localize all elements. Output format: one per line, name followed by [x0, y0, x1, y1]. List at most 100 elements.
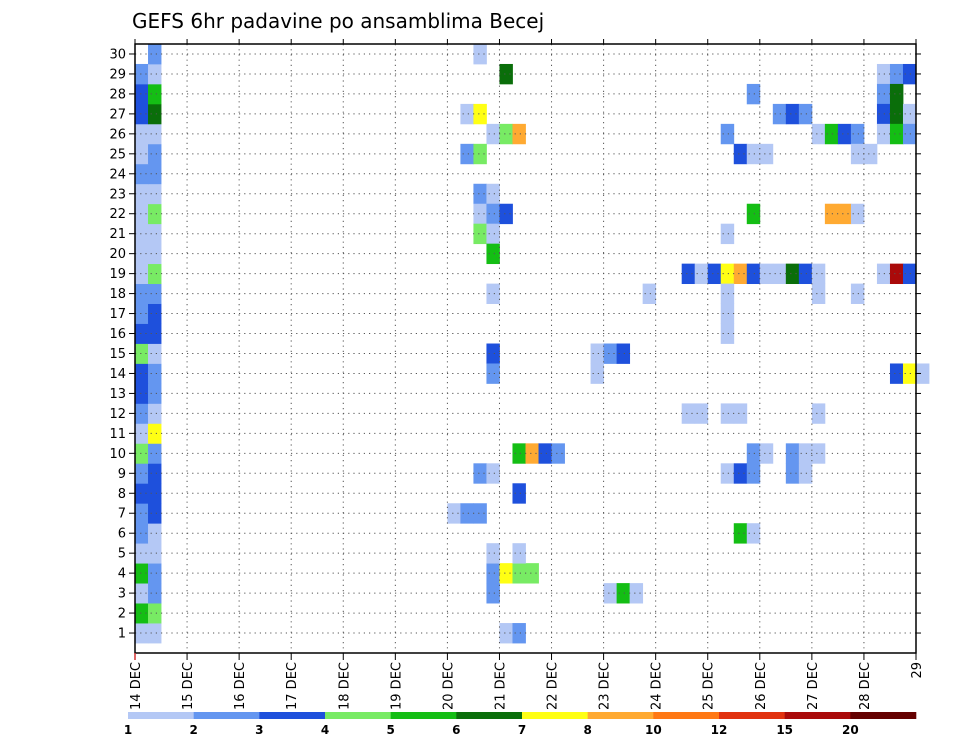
heatmap-cell [135, 543, 149, 564]
heatmap-cell [135, 443, 149, 464]
y-tick-label: 7 [118, 507, 126, 522]
heatmap-cell [135, 343, 149, 364]
heatmap-cell [148, 463, 162, 484]
y-tick-label: 26 [109, 127, 126, 142]
heatmap-cell [889, 263, 904, 285]
colorbar-swatch [128, 712, 194, 719]
y-tick-label: 30 [109, 47, 126, 62]
x-tick-label: 29 [910, 662, 925, 679]
heatmap-cell [148, 383, 162, 404]
heatmap-cell [148, 403, 162, 424]
heatmap-cell [876, 123, 891, 145]
y-tick-label: 27 [109, 107, 126, 122]
heatmap-cell [148, 263, 162, 285]
heatmap-cell [148, 83, 162, 105]
y-tick-label: 8 [118, 487, 126, 502]
y-tick-label: 12 [109, 407, 126, 422]
heatmap-cell [512, 123, 526, 145]
colorbar-swatch [390, 712, 457, 719]
heatmap-cell [473, 44, 487, 65]
heatmap-cell [876, 263, 891, 285]
heatmap-cell [486, 343, 500, 364]
x-tick-label: 28 DEC [858, 662, 873, 710]
heatmap-cell [538, 443, 552, 464]
heatmap-cell [135, 143, 149, 165]
heatmap-cell [135, 503, 149, 524]
heatmap-cell [135, 63, 149, 85]
heatmap-cell [486, 123, 500, 145]
heatmap-cell [720, 323, 735, 344]
heatmap-cell [512, 543, 526, 564]
heatmap-cell [525, 563, 539, 584]
heatmap-cell [486, 183, 500, 205]
y-tick-label: 10 [109, 447, 126, 462]
y-tick-label: 28 [109, 87, 126, 102]
y-tick-label: 9 [118, 467, 126, 482]
heatmap-cell [889, 123, 904, 145]
heatmap-cell [551, 443, 565, 464]
y-tick-label: 6 [118, 527, 126, 542]
x-tick-label: 15 DEC [181, 662, 196, 710]
heatmap-cell [798, 263, 813, 285]
colorbar-swatch [850, 712, 917, 719]
heatmap-cell [148, 323, 162, 344]
heatmap-cell [746, 203, 761, 225]
heatmap-cell [902, 103, 917, 125]
heatmap-cell [863, 143, 878, 165]
heatmap-cell [590, 343, 604, 364]
y-tick-label: 1 [118, 627, 126, 642]
x-tick-label: 25 DEC [702, 662, 717, 710]
heatmap-cell [148, 103, 162, 125]
heatmap-cell [135, 223, 149, 245]
colorbar-label: 8 [583, 723, 591, 737]
heatmap-cell [720, 463, 735, 484]
heatmap-cell [148, 363, 162, 384]
colorbar-swatch [522, 712, 588, 719]
y-tick-label: 20 [109, 247, 126, 262]
heatmap-cell [148, 343, 162, 364]
x-tick-label: 16 DEC [233, 662, 248, 710]
heatmap-cell [135, 463, 149, 484]
y-tick-label: 5 [118, 547, 126, 562]
heatmap-cell [824, 123, 839, 145]
x-tick-label: 20 DEC [441, 662, 456, 710]
heatmap-cell [811, 403, 826, 424]
heatmap-cell [681, 403, 696, 424]
heatmap-cell [733, 403, 748, 424]
x-tick-label: 14 DEC [129, 662, 144, 710]
colorbar-swatch [784, 712, 851, 719]
colorbar-label: 3 [255, 723, 263, 737]
heatmap-cell [902, 363, 917, 384]
heatmap-cell [148, 183, 162, 205]
heatmap-cell [681, 263, 696, 285]
heatmap-cell [473, 503, 487, 524]
heatmap-cell [148, 483, 162, 504]
heatmap-cell [850, 143, 865, 165]
heatmap-cell [603, 583, 618, 604]
heatmap-cell [148, 223, 162, 245]
y-tick-label: 22 [109, 207, 126, 222]
heatmap-cell [135, 163, 149, 185]
heatmap-cell [889, 363, 904, 384]
heatmap-cell [473, 183, 487, 205]
heatmap-cell [902, 263, 917, 285]
colorbar-swatch [719, 712, 785, 719]
heatmap-cell [512, 483, 526, 504]
heatmap-cell [785, 443, 800, 464]
heatmap-cell [525, 443, 539, 464]
colorbar-swatch [259, 712, 326, 719]
heatmap-cell [148, 443, 162, 464]
heatmap-cell [785, 463, 800, 484]
heatmap-cell [499, 203, 513, 225]
y-tick-label: 11 [109, 427, 126, 442]
heatmap-cell [837, 123, 852, 145]
heatmap-cell [148, 44, 162, 65]
heatmap-cell [720, 403, 735, 424]
grid-lines [135, 44, 916, 653]
x-tick-label: 24 DEC [650, 662, 665, 710]
heatmap-cell [473, 103, 487, 125]
heatmap-cell [590, 363, 604, 384]
heatmap-cell [460, 143, 474, 165]
axis-ticks [129, 39, 921, 660]
